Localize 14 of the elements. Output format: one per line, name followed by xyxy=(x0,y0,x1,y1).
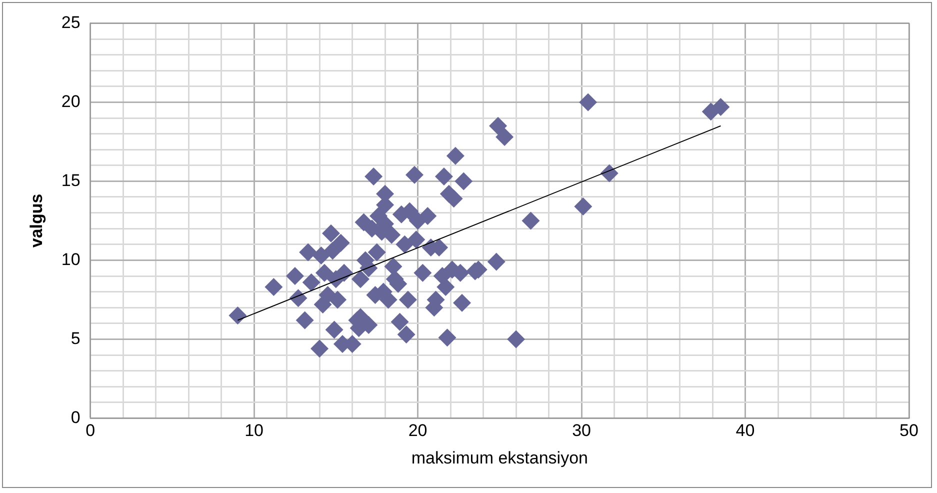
x-tick-label: 50 xyxy=(900,421,918,440)
x-tick-label: 40 xyxy=(736,421,755,440)
x-tick-label: 20 xyxy=(408,421,428,440)
x-tick-label: 10 xyxy=(244,421,264,440)
y-tick-label: 10 xyxy=(61,250,80,269)
y-tick-label: 0 xyxy=(70,408,80,427)
y-tick-label: 5 xyxy=(70,328,80,348)
y-tick-label: 20 xyxy=(61,92,80,111)
y-tick-label: 15 xyxy=(61,170,80,190)
x-tick-label: 30 xyxy=(572,421,591,440)
y-axis-title: valgus xyxy=(26,194,46,248)
x-axis-title: maksimum ekstansiyon xyxy=(411,448,588,468)
y-tick-label: 25 xyxy=(61,12,80,32)
x-tick-label: 0 xyxy=(86,421,96,440)
